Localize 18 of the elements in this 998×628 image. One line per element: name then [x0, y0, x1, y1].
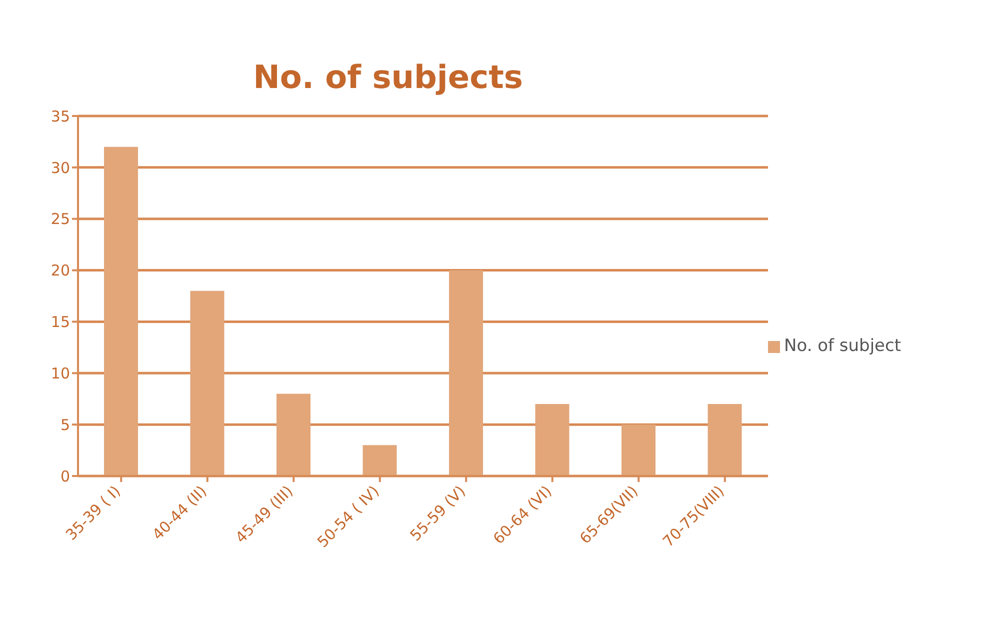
y-tick-label: 20 [50, 262, 70, 280]
bar [449, 270, 483, 476]
y-tick-label: 10 [50, 364, 70, 382]
legend-label: No. of subject [784, 336, 902, 356]
bar [535, 404, 570, 476]
y-tick-label: 15 [50, 313, 70, 332]
y-tick-label: 5 [60, 416, 70, 434]
bar [362, 445, 397, 476]
bar [104, 146, 138, 476]
bar [276, 394, 310, 476]
bar [708, 404, 742, 476]
bar [190, 290, 224, 476]
y-tick-label: 25 [50, 210, 70, 228]
y-tick-label: 30 [50, 158, 70, 177]
bar [622, 424, 656, 476]
y-tick-label: 35 [50, 107, 70, 126]
y-tick-label: 0 [60, 467, 70, 486]
chart-title: No. of subjects [252, 57, 524, 96]
